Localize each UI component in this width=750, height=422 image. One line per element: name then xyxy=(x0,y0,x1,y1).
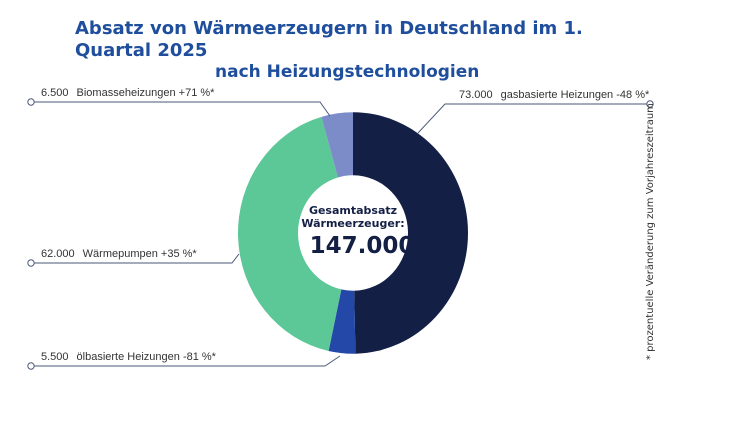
slice-value: 6.500 xyxy=(41,87,69,99)
leader-line xyxy=(31,355,341,367)
leader-dot xyxy=(27,259,35,267)
slice-0[interactable] xyxy=(353,112,468,354)
slice-change: -48 %* xyxy=(616,89,650,101)
slice-name: gasbasierte Heizungen xyxy=(501,89,617,101)
chart-title: Absatz von Wärmeerzeugern in Deutschland… xyxy=(75,18,583,61)
slice-1[interactable] xyxy=(328,289,356,354)
leader-line xyxy=(31,253,240,264)
leader-dot xyxy=(27,98,35,106)
chart-subtitle: nach Heizungstechnologien xyxy=(215,62,480,82)
center-label: Gesamtabsatz Wärmeerzeuger: xyxy=(301,204,405,230)
leader-line xyxy=(31,101,331,117)
slice-label: 5.500 ölbasierte Heizungen -81 %* xyxy=(41,351,217,363)
leader-dot xyxy=(646,100,654,108)
slice-name: Wärmepumpen xyxy=(83,248,161,260)
leader-dot xyxy=(27,362,35,370)
slice-change: -81 %* xyxy=(183,351,217,363)
slice-name: ölbasierte Heizungen xyxy=(77,351,183,363)
slice-value: 62.000 xyxy=(41,248,75,260)
slice-3[interactable] xyxy=(321,112,353,178)
slice-label: 6.500 Biomasseheizungen +71 %* xyxy=(41,87,215,99)
slice-value: 73.000 xyxy=(459,89,493,101)
slice-value: 5.500 xyxy=(41,351,69,363)
center-value: 147.000 xyxy=(310,233,415,259)
slice-label: 62.000 Wärmepumpen +35 %* xyxy=(41,248,197,260)
footnote: * prozentuelle Veränderung zum Vorjahres… xyxy=(645,103,656,360)
leader-line xyxy=(417,103,650,134)
slice-change: +71 %* xyxy=(179,87,215,99)
slice-2[interactable] xyxy=(238,116,342,352)
slice-label: 73.000 gasbasierte Heizungen -48 %* xyxy=(459,89,650,101)
slice-change: +35 %* xyxy=(161,248,197,260)
slice-name: Biomasseheizungen xyxy=(77,87,179,99)
